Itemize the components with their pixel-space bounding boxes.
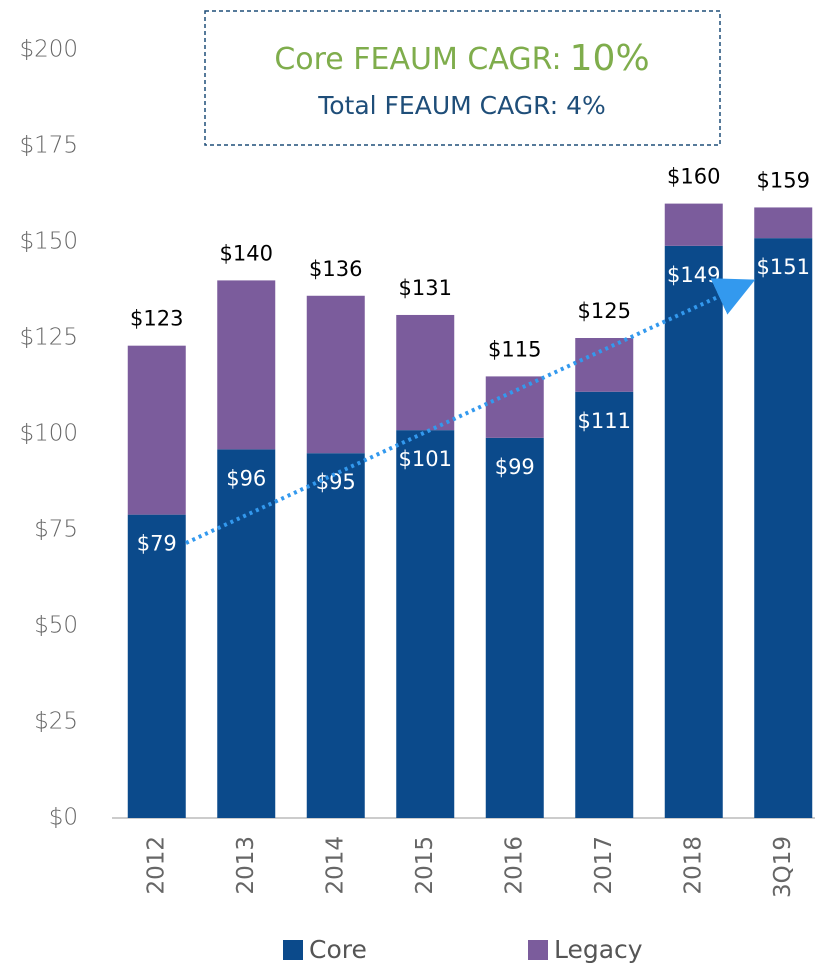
bar-segment: [485, 437, 544, 818]
x-tick: 2016: [501, 836, 527, 895]
bar-segment: [754, 207, 813, 239]
y-tick-label: $175: [19, 133, 78, 159]
total-label: $136: [309, 257, 362, 281]
bar-segment: [485, 376, 544, 438]
x-tick-label: 2014: [322, 836, 348, 895]
x-tick: 2013: [233, 836, 259, 895]
y-tick-label: $200: [19, 37, 78, 63]
y-tick-label: $150: [19, 229, 78, 255]
bar-segment: [306, 453, 365, 818]
x-tick-label: 2012: [143, 836, 169, 895]
value-label: $99: [495, 455, 535, 479]
legend-swatch: [528, 940, 548, 960]
bar-segment: [127, 514, 186, 818]
legend-label: Core: [309, 935, 367, 964]
bar-segment: [754, 238, 813, 818]
y-tick-label: $125: [19, 325, 78, 351]
annotation-box: [204, 10, 721, 146]
x-tick-label: 3Q19: [770, 836, 796, 898]
legend-swatch: [283, 940, 303, 960]
core-cagr-label: Core FEAUM CAGR:: [274, 42, 561, 77]
bar-segment: [664, 203, 723, 246]
y-tick-label: $100: [19, 421, 78, 447]
x-tick: 2015: [412, 836, 438, 895]
core-cagr-value: 10%: [570, 38, 650, 79]
value-label: $111: [578, 409, 631, 433]
bar-segment: [396, 430, 455, 818]
value-label: $96: [226, 466, 266, 490]
total-label: $123: [130, 307, 183, 331]
x-tick: 2012: [143, 836, 169, 895]
bar-segment: [396, 314, 455, 431]
value-label: $79: [137, 532, 177, 556]
x-tick: 3Q19: [770, 836, 796, 898]
total-label: $159: [757, 168, 810, 192]
x-tick: 2017: [591, 836, 617, 895]
bar-segment: [217, 280, 276, 450]
bar-segment: [575, 391, 634, 818]
value-label: $149: [667, 263, 720, 287]
value-label: $95: [316, 470, 356, 494]
x-tick-label: 2018: [680, 836, 706, 895]
total-label: $125: [578, 299, 631, 323]
total-label: $160: [667, 165, 720, 189]
x-tick-label: 2016: [501, 836, 527, 895]
total-label: $131: [399, 276, 452, 300]
value-label: $151: [757, 255, 810, 279]
y-tick-label: $50: [34, 613, 78, 639]
value-label: $101: [399, 447, 452, 471]
x-tick: 2014: [322, 836, 348, 895]
core-cagr: Core FEAUM CAGR: 10%: [274, 38, 649, 79]
legend-label: Legacy: [554, 935, 643, 964]
total-cagr: Total FEAUM CAGR: 4%: [317, 91, 606, 120]
y-tick-label: $0: [49, 805, 78, 831]
y-tick-label: $25: [34, 709, 78, 735]
x-tick: 2018: [680, 836, 706, 895]
total-label: $140: [220, 241, 273, 265]
bar-segment: [306, 295, 365, 454]
x-tick-label: 2013: [233, 836, 259, 895]
y-tick-label: $75: [34, 517, 78, 543]
bar-segment: [575, 338, 634, 392]
bar-segment: [127, 345, 186, 515]
x-tick-label: 2017: [591, 836, 617, 895]
trend-arrow: [185, 278, 756, 545]
total-label: $115: [488, 337, 541, 361]
bar-segment: [664, 245, 723, 819]
x-tick-label: 2015: [412, 836, 438, 895]
bar-segment: [217, 449, 276, 818]
